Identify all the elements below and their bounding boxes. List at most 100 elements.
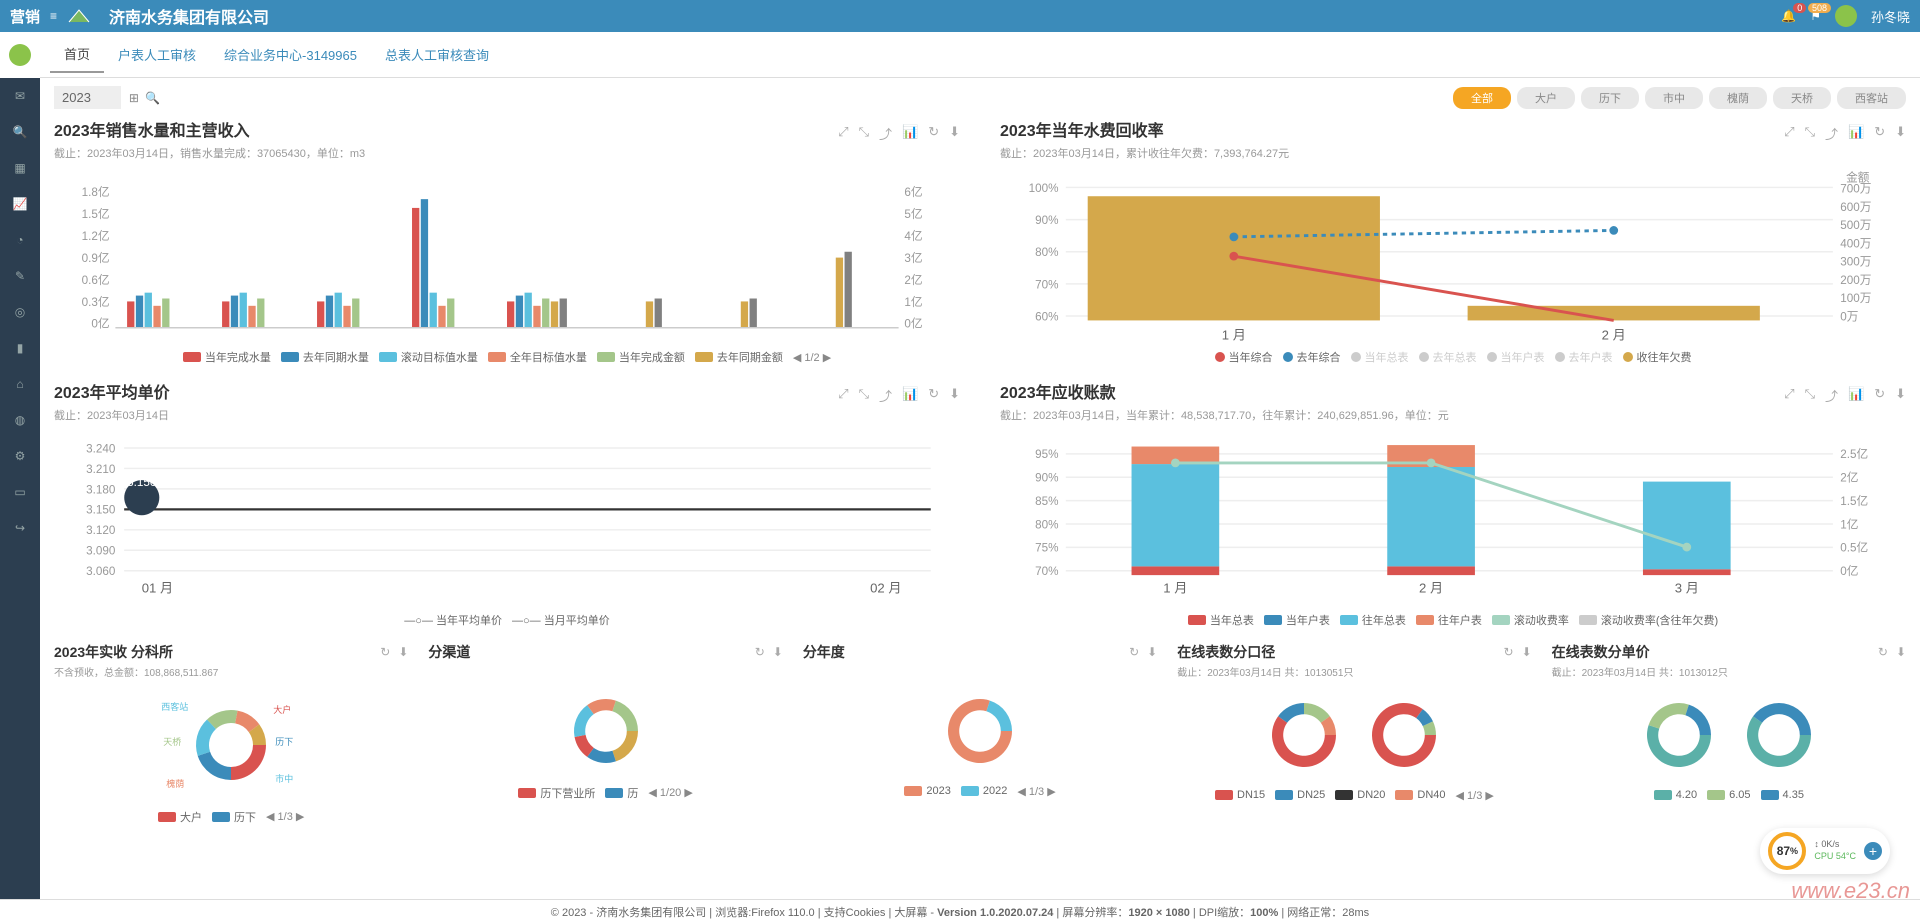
tab-1[interactable]: 户表人工审核	[104, 37, 210, 72]
legend-item[interactable]: 4.35	[1761, 789, 1804, 801]
perf-add-icon[interactable]: +	[1864, 842, 1882, 860]
search-icon[interactable]: 🔍	[145, 91, 160, 105]
legend-item[interactable]: 2023	[904, 785, 950, 797]
tool-icon[interactable]: ↻	[1129, 645, 1139, 659]
tool-icon[interactable]: 📊	[1848, 124, 1864, 143]
sidebar-search-icon[interactable]: 🔍	[0, 114, 40, 150]
pill-市中[interactable]: 市中	[1645, 87, 1703, 109]
legend-item[interactable]: 当年综合	[1215, 349, 1273, 365]
tab-3[interactable]: 总表人工审核查询	[371, 37, 503, 72]
tool-icon[interactable]: ⤢	[838, 386, 848, 405]
legend-item[interactable]: 当年总表	[1188, 612, 1254, 628]
menu-icon[interactable]: ≡	[50, 9, 57, 23]
legend-item[interactable]: 历下	[212, 809, 256, 825]
legend-item[interactable]: 6.05	[1707, 789, 1750, 801]
legend-pager[interactable]: ◀ 1/2 ▶	[793, 351, 831, 364]
legend-item[interactable]: 滚动收费率	[1492, 612, 1569, 628]
tool-icon[interactable]: ⤢	[1784, 386, 1794, 405]
tool-icon[interactable]: 📊	[902, 386, 918, 405]
tab-2[interactable]: 综合业务中心-3149965	[210, 37, 371, 72]
sidebar-gear-icon[interactable]: ⚙	[0, 438, 40, 474]
tool-icon[interactable]: ⤴	[1825, 386, 1838, 405]
user-avatar[interactable]	[1835, 5, 1857, 27]
pill-历下[interactable]: 历下	[1581, 87, 1639, 109]
sidebar-bars-icon[interactable]: ▮	[0, 330, 40, 366]
grid-icon[interactable]: ⊞	[129, 91, 139, 105]
tool-icon[interactable]: ⤴	[879, 124, 892, 143]
legend-item[interactable]: 滚动收费率(含往年欠费)	[1579, 612, 1718, 628]
tool-icon[interactable]: ⤡	[859, 386, 869, 405]
legend-item[interactable]: 去年综合	[1283, 349, 1341, 365]
tool-icon[interactable]: 📊	[1848, 386, 1864, 405]
sidebar-share-icon[interactable]: ↪	[0, 510, 40, 546]
legend-item[interactable]: 当年户表	[1487, 349, 1545, 365]
sidebar-gauge-icon[interactable]: ◍	[0, 402, 40, 438]
tool-icon[interactable]: 📊	[902, 124, 918, 143]
perf-widget[interactable]: 87% ↕ 0K/s CPU 54°C +	[1760, 828, 1890, 874]
pill-西客站[interactable]: 西客站	[1837, 87, 1906, 109]
tool-icon[interactable]: ↻	[380, 645, 390, 659]
legend-item[interactable]: —○— 当月平均单价	[512, 612, 610, 628]
tool-icon[interactable]: ⬇	[949, 124, 960, 143]
tool-icon[interactable]: ↻	[928, 386, 939, 405]
legend-item[interactable]: DN40	[1395, 789, 1445, 801]
legend-pager[interactable]: ◀ 1/20 ▶	[648, 786, 692, 799]
sidebar-avatar[interactable]	[0, 32, 40, 78]
tool-icon[interactable]: ⤡	[1805, 386, 1815, 405]
sidebar-home-icon[interactable]: ⌂	[0, 366, 40, 402]
tab-0[interactable]: 首页	[50, 36, 104, 73]
legend-item[interactable]: 当年完成水量	[183, 349, 271, 365]
legend-item[interactable]: 当年完成金额	[597, 349, 685, 365]
tool-icon[interactable]: ↻	[755, 645, 765, 659]
legend-item[interactable]: 滚动目标值水量	[379, 349, 478, 365]
tool-icon[interactable]: ⬇	[1522, 645, 1532, 659]
tool-icon[interactable]: ⤢	[838, 124, 848, 143]
legend-pager[interactable]: ◀ 1/3 ▶	[1017, 785, 1055, 798]
legend-item[interactable]: 去年总表	[1419, 349, 1477, 365]
legend-item[interactable]: 收往年欠费	[1623, 349, 1692, 365]
tool-icon[interactable]: ⬇	[398, 645, 408, 659]
sidebar-card-icon[interactable]: ▭	[0, 474, 40, 510]
legend-item[interactable]: 当年户表	[1264, 612, 1330, 628]
tool-icon[interactable]: ⤡	[1805, 124, 1815, 143]
legend-item[interactable]: 2022	[961, 785, 1007, 797]
pill-槐荫[interactable]: 槐荫	[1709, 87, 1767, 109]
legend-item[interactable]: DN25	[1275, 789, 1325, 801]
tool-icon[interactable]: ↻	[1878, 645, 1888, 659]
tool-icon[interactable]: ↻	[1504, 645, 1514, 659]
message-flag-icon[interactable]: ⚑508	[1810, 9, 1821, 23]
tool-icon[interactable]: ⬇	[1895, 386, 1906, 405]
pill-大户[interactable]: 大户	[1517, 87, 1575, 109]
legend-item[interactable]: 全年目标值水量	[488, 349, 587, 365]
legend-item[interactable]: DN15	[1215, 789, 1265, 801]
tool-icon[interactable]: ⬇	[773, 645, 783, 659]
sidebar-target-icon[interactable]: ◎	[0, 294, 40, 330]
notification-bell-icon[interactable]: 🔔0	[1781, 9, 1796, 23]
legend-item[interactable]: —○— 当年平均单价	[404, 612, 502, 628]
legend-item[interactable]: 往年户表	[1416, 612, 1482, 628]
legend-item[interactable]: 大户	[158, 809, 202, 825]
tool-icon[interactable]: ⬇	[1896, 645, 1906, 659]
tool-icon[interactable]: ⤢	[1784, 124, 1794, 143]
tool-icon[interactable]: ↻	[1874, 386, 1885, 405]
legend-item[interactable]: 去年同期水量	[281, 349, 369, 365]
legend-pager[interactable]: ◀ 1/3 ▶	[266, 810, 304, 823]
legend-item[interactable]: 当年总表	[1351, 349, 1409, 365]
tool-icon[interactable]: ⤴	[1825, 124, 1838, 143]
pill-天桥[interactable]: 天桥	[1773, 87, 1831, 109]
year-filter[interactable]: 2023	[54, 86, 121, 109]
legend-item[interactable]: 历下营业所	[518, 785, 595, 801]
tool-icon[interactable]: ↻	[928, 124, 939, 143]
legend-pager[interactable]: ◀ 1/3 ▶	[1456, 789, 1494, 802]
legend-item[interactable]: 去年同期金额	[695, 349, 783, 365]
sidebar-calc-icon[interactable]: ▦	[0, 150, 40, 186]
tool-icon[interactable]: ⬇	[1895, 124, 1906, 143]
sidebar-chart-icon[interactable]: 📈	[0, 186, 40, 222]
sidebar-mail-icon[interactable]: ✉	[0, 78, 40, 114]
pill-全部[interactable]: 全部	[1453, 87, 1511, 109]
tool-icon[interactable]: ⤡	[859, 124, 869, 143]
legend-item[interactable]: 4.20	[1654, 789, 1697, 801]
tool-icon[interactable]: ↻	[1874, 124, 1885, 143]
sidebar-edit-icon[interactable]: ✎	[0, 258, 40, 294]
legend-item[interactable]: 往年总表	[1340, 612, 1406, 628]
